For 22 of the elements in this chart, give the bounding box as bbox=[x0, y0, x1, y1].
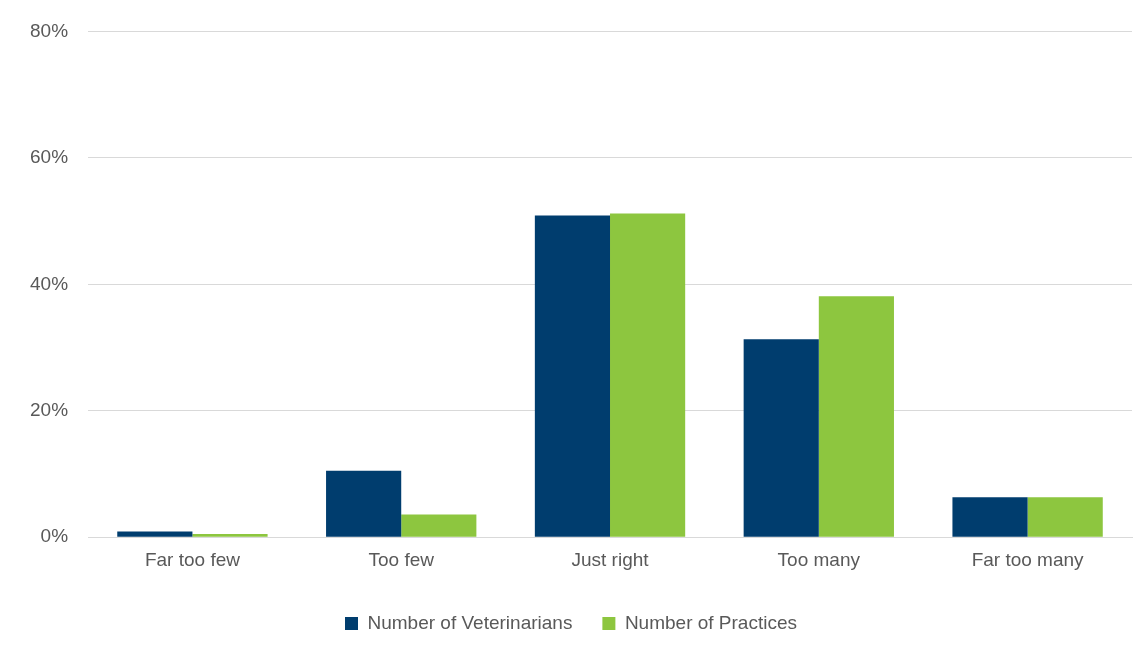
legend-label: Number of Practices bbox=[624, 611, 798, 633]
x-tick-label: Far too few bbox=[144, 548, 241, 570]
y-tick-label: 80% bbox=[30, 19, 69, 41]
y-tick-label: 20% bbox=[30, 398, 69, 420]
bar bbox=[743, 339, 819, 537]
bar bbox=[952, 497, 1028, 537]
bar bbox=[401, 514, 477, 537]
y-tick-label: 0% bbox=[40, 525, 69, 547]
y-tick-label: 40% bbox=[30, 272, 69, 294]
x-tick-label: Too few bbox=[368, 548, 435, 570]
bar bbox=[192, 534, 268, 537]
x-tick-label: Far too many bbox=[971, 548, 1085, 570]
legend-label: Number of Veterinarians bbox=[367, 611, 573, 633]
x-tick-label: Just right bbox=[571, 548, 650, 570]
bar bbox=[610, 213, 686, 537]
bar bbox=[534, 215, 611, 537]
bar bbox=[326, 470, 402, 537]
bar bbox=[818, 296, 894, 537]
bar bbox=[1027, 497, 1103, 537]
y-tick-label: 60% bbox=[30, 146, 69, 168]
x-tick-label: Too many bbox=[777, 548, 861, 570]
bar bbox=[117, 531, 193, 537]
